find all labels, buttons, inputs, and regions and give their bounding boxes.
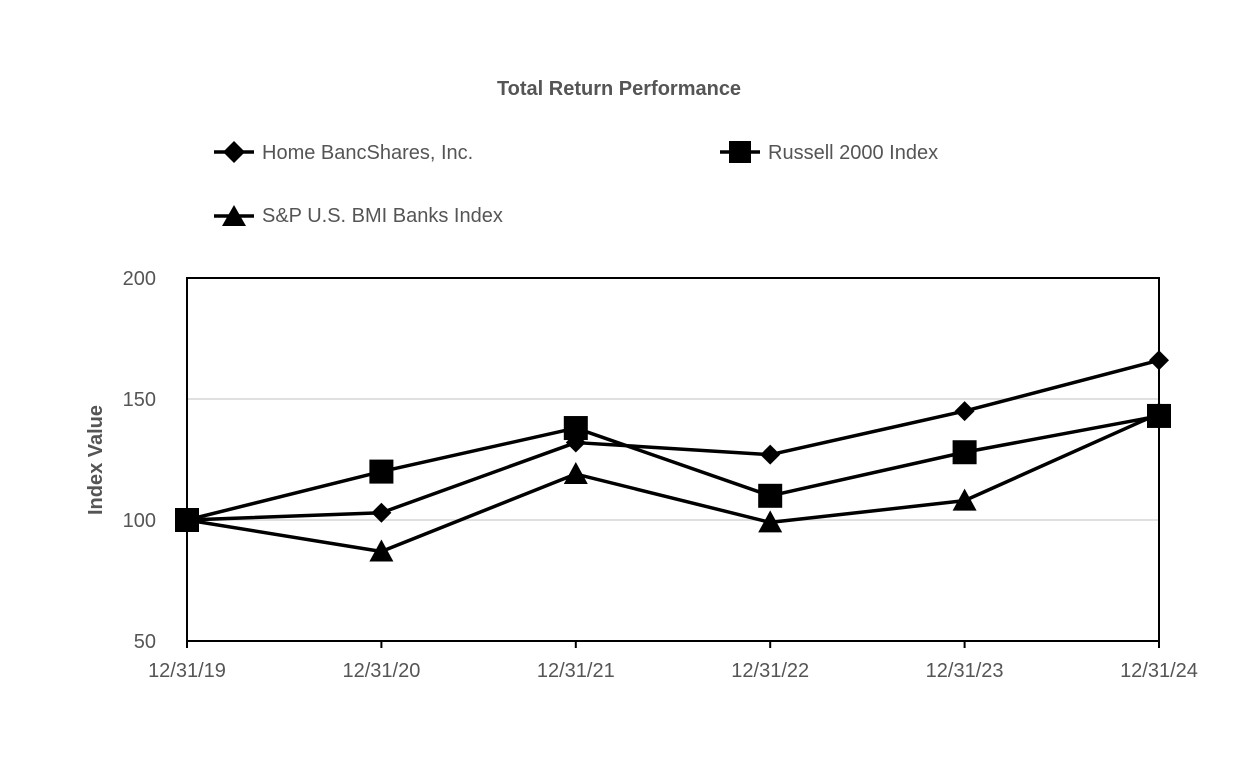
legend-label-sp-bmi-banks: S&P U.S. BMI Banks Index <box>262 205 503 227</box>
x-tick-label: 12/31/22 <box>731 660 809 682</box>
legend-label-russell-2000: Russell 2000 Index <box>768 142 938 164</box>
x-tick-label: 12/31/20 <box>342 660 420 682</box>
plot-area <box>186 277 1160 642</box>
data-point-triangle <box>369 539 394 562</box>
legend-item-sp-bmi-banks: S&P U.S. BMI Banks Index <box>214 205 503 227</box>
legend-label-home-bancshares: Home BancShares, Inc. <box>262 142 473 164</box>
y-axis-ticks: 200 150 100 50 <box>123 268 156 653</box>
chart-title: Total Return Performance <box>497 78 741 100</box>
series-line <box>186 414 1160 522</box>
gridlines <box>187 398 1159 521</box>
data-point-square <box>758 483 783 508</box>
legend-triangle-marker <box>222 205 246 226</box>
legend-square-marker <box>729 141 751 163</box>
data-point-triangle <box>1147 401 1171 424</box>
x-tick-label: 12/31/21 <box>537 660 615 682</box>
series-s-p-u-s-bmi-banks-index <box>175 401 1171 562</box>
y-axis-title: Index Value <box>85 405 107 515</box>
data-point-triangle <box>563 462 588 485</box>
y-tick-label: 100 <box>123 510 156 532</box>
series-line <box>186 411 1160 554</box>
data-point-diamond <box>371 502 392 523</box>
data-point-square <box>952 440 977 465</box>
x-tick-label: 12/31/19 <box>148 660 226 682</box>
legend: Home BancShares, Inc. Russell 2000 Index… <box>214 141 938 227</box>
data-point-triangle <box>952 488 977 511</box>
x-axis-ticks: 12/31/19 12/31/20 12/31/21 12/31/22 12/31/23… <box>148 641 1198 682</box>
series-layer <box>175 350 1171 562</box>
y-tick-label: 50 <box>134 631 156 653</box>
legend-item-home-bancshares: Home BancShares, Inc. <box>214 141 473 164</box>
series-line <box>186 358 1160 522</box>
data-point-square <box>563 416 588 441</box>
data-point-triangle <box>758 510 783 533</box>
x-tick-label: 12/31/24 <box>1120 660 1198 682</box>
x-tick-label: 12/31/23 <box>926 660 1004 682</box>
data-point-square <box>369 459 394 484</box>
legend-diamond-marker <box>223 141 245 163</box>
data-point-triangle <box>175 508 199 530</box>
data-point-diamond <box>1149 350 1169 371</box>
y-tick-label: 150 <box>123 389 156 411</box>
series-russell-2000-index <box>175 403 1171 532</box>
y-tick-label: 200 <box>123 268 156 290</box>
legend-item-russell-2000: Russell 2000 Index <box>720 141 938 164</box>
data-point-diamond <box>760 444 781 465</box>
data-point-diamond <box>954 401 975 422</box>
